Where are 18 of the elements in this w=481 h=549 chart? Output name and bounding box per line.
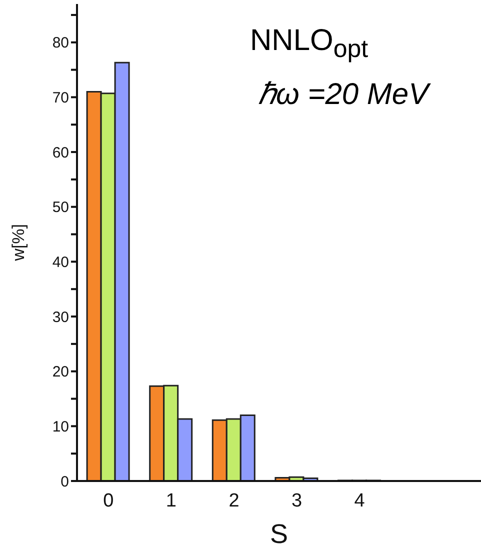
y-tick-label: 40 — [52, 254, 69, 272]
x-tick-label: 4 — [354, 490, 366, 512]
x-tick-label: 0 — [103, 490, 114, 512]
x-axis-title: S — [270, 519, 288, 549]
y-tick-label: 20 — [52, 364, 69, 381]
y-tick-label: 10 — [52, 418, 69, 436]
y-tick-label: 60 — [52, 144, 69, 162]
annotation: NNLO$_{opt}$ — [250, 24, 368, 64]
x-tick-label: 2 — [228, 490, 240, 512]
x-tick-label: 1 — [166, 490, 176, 512]
x-tick-label: 3 — [292, 490, 302, 512]
y-tick-label: 0 — [60, 473, 69, 490]
y-tick-label: 50 — [52, 199, 69, 216]
y-tick-label: 80 — [52, 34, 69, 52]
annotation: ℏω =20 MeV — [258, 78, 429, 111]
y-axis-title: w[%] — [9, 224, 28, 262]
y-tick-label: 70 — [52, 90, 69, 107]
y-tick-label: 30 — [52, 308, 69, 326]
